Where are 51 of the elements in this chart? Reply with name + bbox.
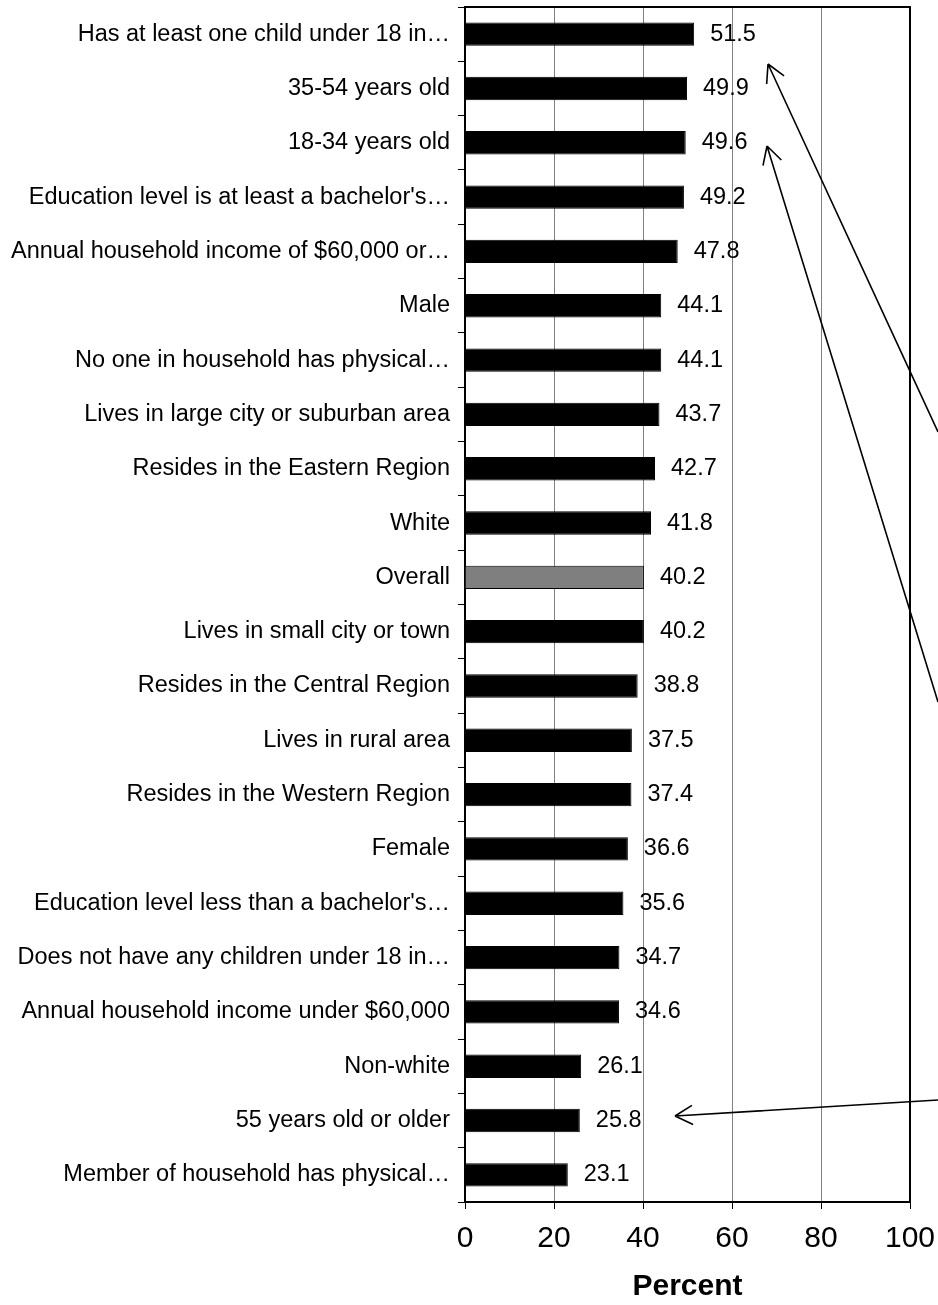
data-label: 37.4 xyxy=(647,780,694,807)
y-tick-label: Lives in large city or suburban area xyxy=(84,399,451,426)
y-tick-label: Resides in the Western Region xyxy=(126,780,450,807)
data-label: 49.2 xyxy=(699,182,746,209)
y-tick-label: Education level is at least a bachelor's… xyxy=(28,182,450,209)
y-tick-label: Member of household has physical… xyxy=(63,1160,450,1187)
data-label: 41.8 xyxy=(667,508,713,535)
y-tick-label: Resides in the Eastern Region xyxy=(132,454,450,481)
y-tick-label: Education level less than a bachelor's… xyxy=(34,888,450,915)
data-label: 51.5 xyxy=(710,19,756,46)
data-label: 49.6 xyxy=(701,128,748,155)
y-tick-label: Annual household income under $60,000 xyxy=(21,997,450,1024)
data-label: 43.7 xyxy=(675,399,722,426)
data-label: 37.5 xyxy=(647,725,694,752)
data-label: 34.7 xyxy=(635,943,682,970)
y-tick-label: Resides in the Central Region xyxy=(137,671,450,698)
data-label: 47.8 xyxy=(693,236,740,263)
y-tick-label: Does not have any children under 18 in… xyxy=(17,943,450,970)
data-label: 40.2 xyxy=(659,562,706,589)
data-label: 26.1 xyxy=(597,1051,643,1078)
data-label: 49.9 xyxy=(703,73,749,100)
data-label: 44.1 xyxy=(677,345,723,372)
y-tick-label: Male xyxy=(399,291,450,318)
y-tick-label: Overall xyxy=(375,562,450,589)
y-tick-label: 55 years old or older xyxy=(235,1106,451,1133)
x-tick-label: 20 xyxy=(537,1220,571,1254)
y-tick-label: Annual household income of $60,000 or… xyxy=(11,236,450,263)
y-tick-label: 18-34 years old xyxy=(288,128,450,155)
y-tick-label: Has at least one child under 18 in… xyxy=(77,19,450,46)
x-tick-label: 40 xyxy=(626,1220,660,1254)
data-label: 42.7 xyxy=(671,454,717,481)
data-label: 23.1 xyxy=(583,1160,630,1187)
y-tick-label: White xyxy=(389,508,450,535)
data-label: 35.6 xyxy=(639,888,686,915)
data-label: 34.6 xyxy=(634,997,681,1024)
x-tick-label: 100 xyxy=(884,1220,936,1254)
x-tick-label: 80 xyxy=(804,1220,838,1254)
y-tick-label: Lives in rural area xyxy=(263,725,451,752)
y-tick-label: Female xyxy=(371,834,450,861)
data-label: 36.6 xyxy=(643,834,690,861)
y-tick-label: Lives in small city or town xyxy=(183,617,450,644)
y-tick-label: No one in household has physical… xyxy=(75,345,450,372)
data-label: 44.1 xyxy=(677,291,723,318)
y-tick-label: Non-white xyxy=(344,1051,450,1078)
x-tick-label: 60 xyxy=(715,1220,749,1254)
y-tick-label: 35-54 years old xyxy=(288,73,450,100)
x-axis-title: Percent xyxy=(632,1268,743,1302)
data-label: 40.2 xyxy=(659,617,706,644)
data-label: 25.8 xyxy=(595,1106,642,1133)
data-label: 38.8 xyxy=(653,671,700,698)
x-tick-label: 0 xyxy=(456,1220,474,1254)
